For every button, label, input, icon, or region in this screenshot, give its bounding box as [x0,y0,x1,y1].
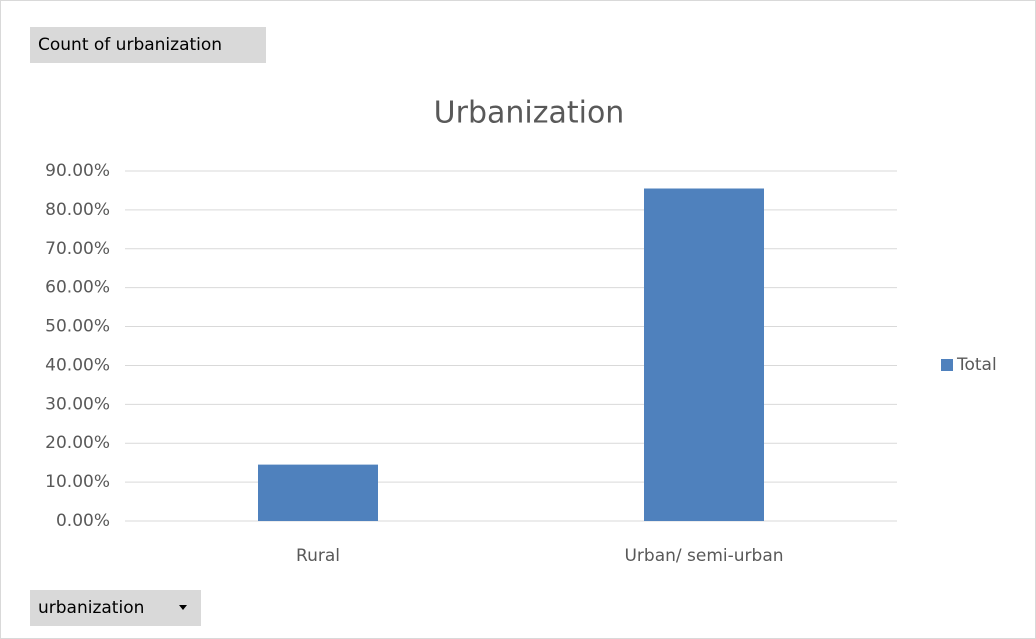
y-tick-label: 20.00% [45,433,110,453]
y-tick-label: 70.00% [45,239,110,259]
x-tick-label: Rural [296,546,340,566]
value-field-button[interactable] [30,27,266,63]
legend-swatch [941,359,953,371]
y-tick-label: 50.00% [45,317,110,337]
value-field-button-label: Count of urbanization [38,35,222,55]
y-tick-label: 0.00% [56,511,110,531]
y-tick-label: 60.00% [45,278,110,298]
bar [258,464,378,521]
y-tick-label: 80.00% [45,200,110,220]
y-tick-label: 90.00% [45,161,110,181]
x-tick-label: Urban/ semi-urban [624,546,783,566]
axis-field-button-label: urbanization [38,598,144,618]
dropdown-arrow [179,605,187,610]
y-tick-label: 10.00% [45,472,110,492]
y-tick-label: 40.00% [45,355,110,375]
y-tick-label: 30.00% [45,394,110,414]
axis-field-button[interactable] [30,590,201,626]
legend-label: Total [956,355,997,375]
bar [644,188,764,521]
chart-title: Urbanization [434,96,625,131]
